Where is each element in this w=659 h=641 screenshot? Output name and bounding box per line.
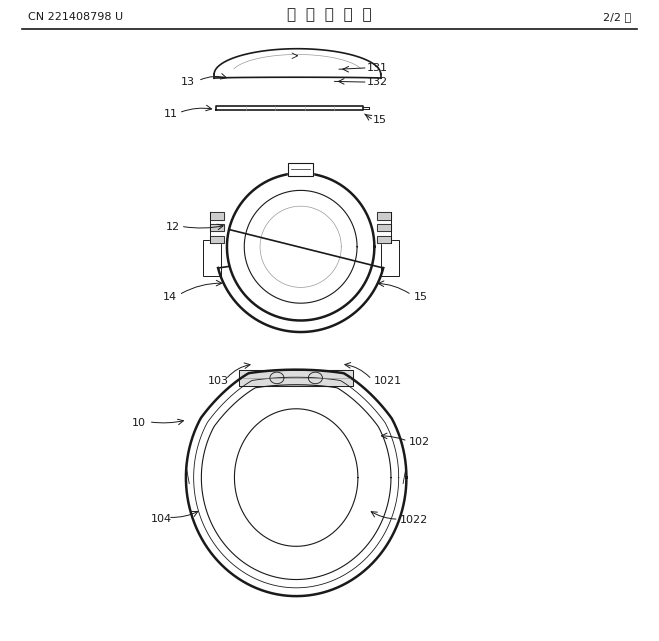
Bar (210, 213, 224, 219)
Text: 104: 104 (152, 513, 173, 524)
Bar (377, 213, 391, 219)
Text: 2/2 页: 2/2 页 (602, 12, 631, 22)
Bar (202, 240, 221, 276)
Text: 说  明  书  附  图: 说 明 书 附 图 (287, 8, 372, 22)
Text: 132: 132 (366, 77, 387, 87)
Bar (377, 224, 391, 231)
Bar (210, 236, 224, 243)
Bar (289, 163, 313, 176)
Text: 1022: 1022 (400, 515, 428, 526)
Text: 102: 102 (409, 437, 430, 447)
Text: 1021: 1021 (374, 376, 402, 386)
Bar (239, 370, 353, 387)
Bar (377, 213, 391, 219)
Bar (381, 240, 399, 276)
Text: 14: 14 (163, 292, 177, 302)
Text: 15: 15 (414, 292, 428, 302)
Bar (210, 224, 224, 231)
Bar (210, 213, 224, 219)
Text: 10: 10 (132, 418, 146, 428)
Text: 103: 103 (208, 376, 229, 386)
Bar (377, 236, 391, 243)
Bar (377, 224, 391, 231)
Bar (210, 236, 224, 243)
Bar (289, 163, 313, 176)
Text: 12: 12 (166, 222, 180, 232)
Text: 131: 131 (366, 63, 387, 73)
Text: 13: 13 (181, 77, 195, 87)
Text: 11: 11 (164, 109, 178, 119)
Bar (377, 236, 391, 243)
Text: CN 221408798 U: CN 221408798 U (28, 12, 123, 22)
Bar (239, 370, 353, 387)
Text: 15: 15 (372, 115, 386, 125)
Bar (210, 224, 224, 231)
